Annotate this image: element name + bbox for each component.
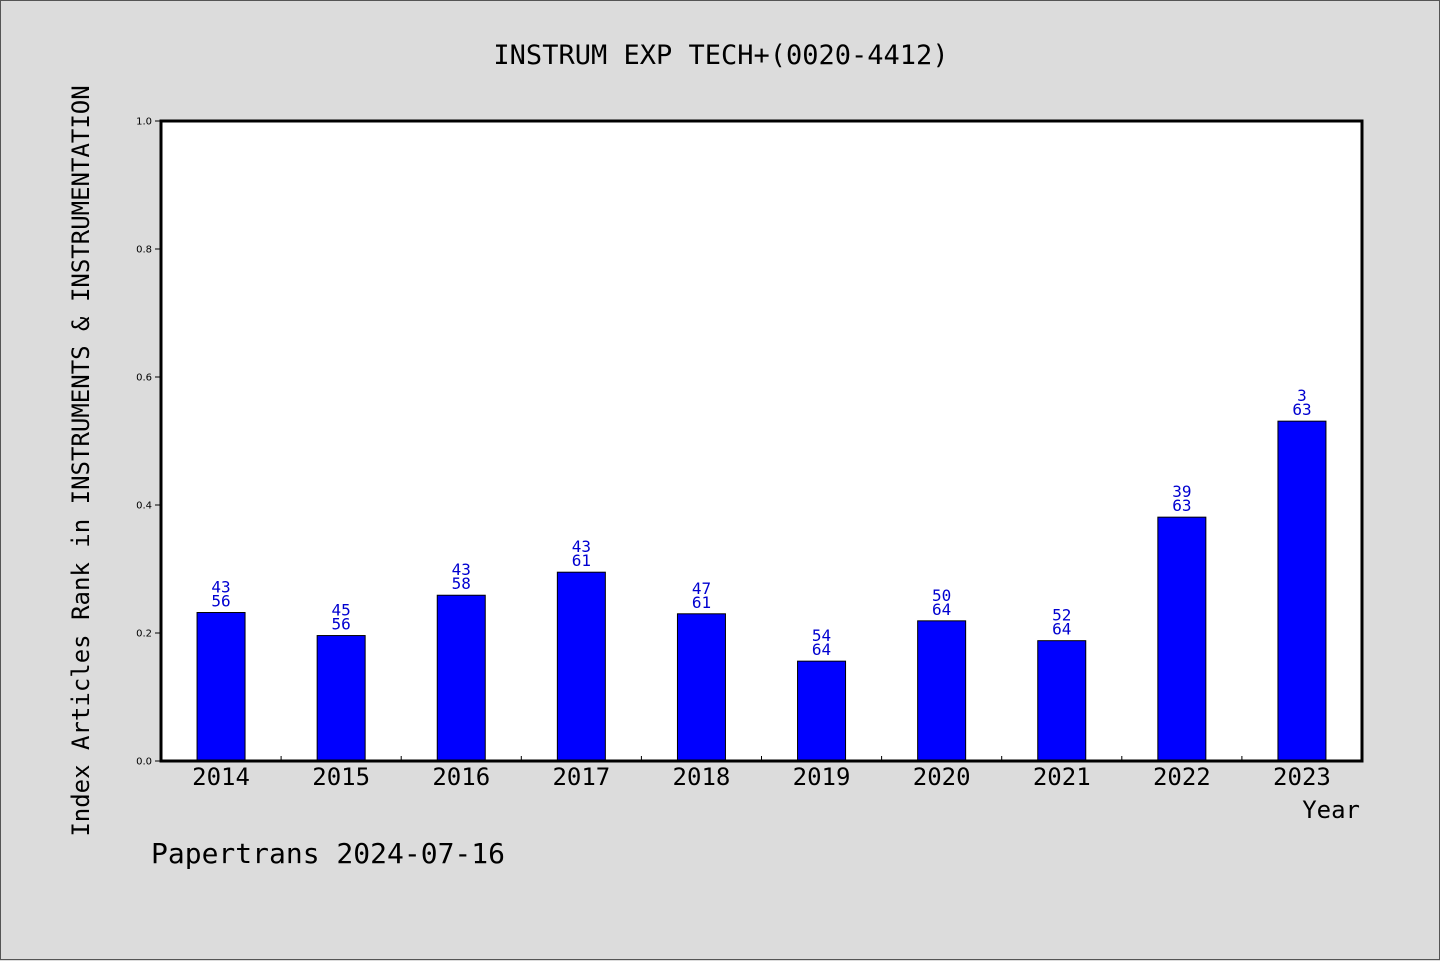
bar-total-label-2018: 61 [692, 593, 711, 612]
y-axis-label: Index Articles Rank in INSTRUMENTS & INS… [67, 85, 95, 836]
bars-group [196, 420, 1327, 762]
x-tick-label-2023: 2023 [1273, 763, 1331, 791]
x-tick-label-2016: 2016 [432, 763, 490, 791]
x-tick-label-2020: 2020 [913, 763, 971, 791]
bar-rank-label-2016: 43 [452, 560, 471, 579]
bar-total-label-2023: 63 [1292, 400, 1311, 419]
bar-2016 [436, 594, 486, 762]
bar-total-label-2015: 56 [332, 615, 351, 634]
bar-2023 [1277, 420, 1327, 762]
y-tick-label: 0.4 [136, 501, 152, 512]
footer-credit: Papertrans 2024-07-16 [151, 837, 505, 870]
bar-rank-label-2019: 54 [812, 626, 831, 645]
bar-rank-label-2020: 50 [932, 586, 951, 605]
bar-total-label-2019: 64 [812, 640, 831, 659]
x-tick-label-2015: 2015 [312, 763, 370, 791]
bar-2019 [797, 660, 847, 762]
y-axis-ticks: 0.0 0.2 0.4 0.6 0.8 1.0 [136, 117, 161, 768]
y-tick-label: 0.2 [136, 629, 152, 640]
bar-total-label-2021: 64 [1052, 620, 1071, 639]
bar-rank-label-2018: 47 [692, 579, 711, 598]
bar-rank-label-2014: 43 [211, 578, 230, 597]
y-tick-label: 1.0 [136, 117, 152, 128]
chart-title: INSTRUM EXP TECH+(0020-4412) [493, 40, 948, 71]
x-tick-label-2014: 2014 [192, 763, 250, 791]
x-tick-label-2019: 2019 [793, 763, 851, 791]
bar-2021 [1037, 640, 1087, 762]
x-axis-label: Year [1302, 796, 1360, 824]
bar-2015 [316, 635, 366, 762]
bar-2022 [1157, 516, 1207, 762]
bar-total-label-2016: 58 [452, 574, 471, 593]
y-tick-label: 0.8 [136, 245, 152, 256]
bar-rank-label-2015: 45 [332, 601, 351, 620]
bar-rank-label-2023: 3 [1297, 386, 1307, 405]
bar-2017 [556, 571, 606, 762]
x-axis-ticks: 2014 2015 2016 2017 2018 2019 2020 2021 2022 2023 [192, 756, 1331, 791]
y-tick-label: 0.6 [136, 373, 152, 384]
bar-2014 [196, 612, 246, 762]
x-tick-label-2021: 2021 [1033, 763, 1091, 791]
bar-total-label-2014: 56 [211, 592, 230, 611]
bar-total-label-2020: 64 [932, 600, 951, 619]
x-tick-label-2017: 2017 [552, 763, 610, 791]
x-tick-label-2018: 2018 [673, 763, 731, 791]
bar-2018 [676, 613, 726, 762]
bar-rank-label-2021: 52 [1052, 606, 1071, 625]
y-tick-label: 0.0 [136, 757, 152, 768]
bar-rank-label-2017: 43 [572, 537, 591, 556]
bar-2020 [917, 620, 967, 762]
bar-total-label-2017: 61 [572, 551, 591, 570]
bar-total-label-2022: 63 [1172, 496, 1191, 515]
x-tick-label-2022: 2022 [1153, 763, 1211, 791]
bar-rank-label-2022: 39 [1172, 482, 1191, 501]
